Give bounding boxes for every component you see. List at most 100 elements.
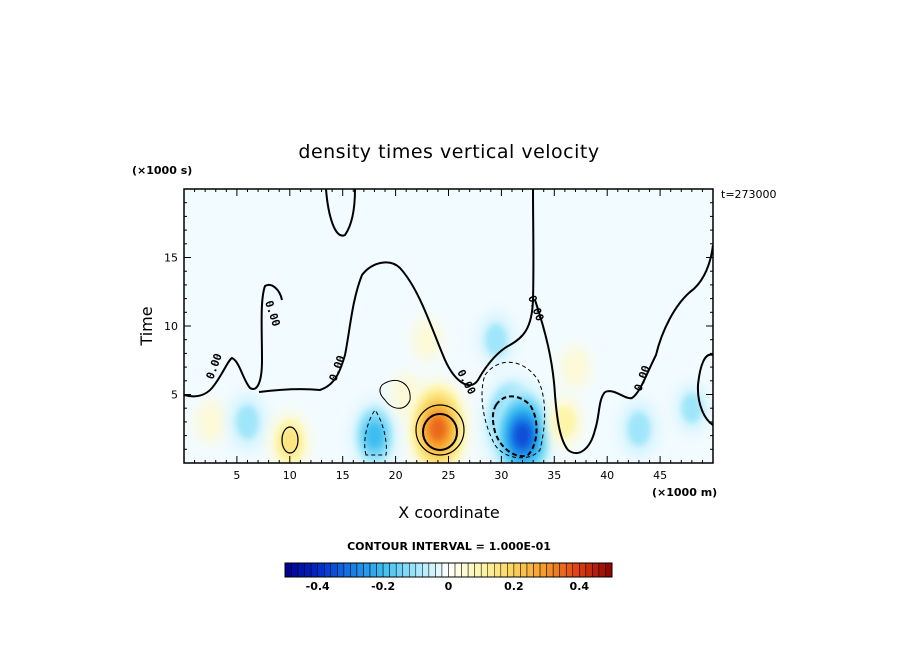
colorbar-cell <box>409 562 417 578</box>
positive-contour-peak-outer <box>415 404 465 456</box>
contour-interval-text: CONTOUR INTERVAL = 1.000E-01 <box>347 540 551 553</box>
heatmap-blob <box>627 412 651 446</box>
zero-contour-top <box>325 189 356 237</box>
colorbar-tick-label: 0.2 <box>504 580 524 593</box>
colorbar-cell <box>284 562 292 578</box>
heatmap-blob <box>681 393 703 424</box>
colorbar-cell <box>494 562 502 578</box>
zero-contour-central <box>258 189 535 393</box>
colorbar-cell <box>572 562 580 578</box>
colorbar-cell <box>422 562 430 578</box>
colorbar-cell <box>356 562 364 578</box>
time-stamp: t=273000 <box>721 188 777 201</box>
negative-contour-outer <box>481 361 546 459</box>
colorbar-cell <box>304 562 312 578</box>
colorbar-cell <box>343 562 351 578</box>
colorbar-cell <box>526 562 534 578</box>
colorbar-cell <box>585 562 593 578</box>
colorbar-cell <box>461 562 469 578</box>
colorbar-cell <box>513 562 521 578</box>
colorbar-cell <box>487 562 495 578</box>
colorbar-cell <box>402 562 410 578</box>
colorbar-tick-label: 0 <box>445 580 453 593</box>
colorbar-cell <box>480 562 488 578</box>
colorbar-cell <box>559 562 567 578</box>
colorbar-cell <box>546 562 554 578</box>
colorbar-cell <box>395 562 403 578</box>
y-unit-label: (×1000 s) <box>132 164 192 177</box>
x-tick-label: 45 <box>653 469 667 482</box>
colorbar-cell <box>507 562 515 578</box>
colorbar-cell <box>579 562 587 578</box>
colorbar-tick-label: -0.2 <box>371 580 395 593</box>
colorbar-cell <box>539 562 547 578</box>
colorbar-cell <box>291 562 299 578</box>
x-tick-label: 35 <box>547 469 561 482</box>
heatmap-blob <box>560 345 591 389</box>
colorbar-cell <box>428 562 436 578</box>
colorbar-cell <box>448 562 456 578</box>
colorbar-cell <box>369 562 377 578</box>
y-tick-label: 5 <box>171 389 178 402</box>
colorbar-tick-label: -0.4 <box>306 580 330 593</box>
colorbar-tick-label: 0.4 <box>570 580 590 593</box>
colorbar-cell <box>520 562 528 578</box>
colorbar-cell <box>565 562 574 578</box>
colorbar-cell <box>323 562 332 578</box>
colorbar-cell <box>533 562 541 578</box>
colorbar-cell <box>330 562 338 578</box>
positive-contour-peak-inner <box>422 413 458 451</box>
colorbar-cell <box>552 562 560 578</box>
x-unit-label: (×1000 m) <box>652 486 717 499</box>
heatmap-blob <box>412 317 443 362</box>
colorbar-cell <box>363 562 371 578</box>
colorbar-cell <box>310 562 318 578</box>
contour-lines <box>184 189 713 459</box>
colorbar-cell <box>297 562 305 578</box>
colorbar-cell <box>454 562 462 578</box>
positive-contour-upper <box>379 380 411 409</box>
zero-contour-left <box>184 284 283 398</box>
heatmap-blob <box>430 417 446 441</box>
y-tick-label: 15 <box>164 252 178 265</box>
colorbar-cell <box>317 562 325 578</box>
colorbar-cell <box>467 562 475 578</box>
colorbar-cell <box>382 562 390 578</box>
positive-contour-small <box>281 426 299 454</box>
x-axis: 5 10 15 20 25 30 35 40 45 <box>183 189 714 482</box>
y-axis: 5 10 15 <box>164 188 713 464</box>
colorbar-cell <box>376 562 384 578</box>
heatmap-blob <box>365 422 384 449</box>
heatmap-blob <box>485 323 507 356</box>
heatmap-blob <box>195 400 226 444</box>
heatmap-blob <box>514 424 531 448</box>
colorbar-cell <box>435 562 443 578</box>
colorbar-cell <box>337 562 345 578</box>
y-tick-label: 10 <box>164 320 178 333</box>
negative-contour-left <box>364 409 387 456</box>
x-tick-label: 25 <box>442 469 456 482</box>
colorbar-cell <box>415 562 423 578</box>
colorbar-cell <box>474 562 482 578</box>
chart-title: density times vertical velocity <box>298 141 599 163</box>
x-tick-label: 20 <box>389 469 403 482</box>
zero-contour-right <box>604 244 713 400</box>
colorbar-frame <box>284 562 613 578</box>
y-axis-title: Time <box>137 306 156 346</box>
colorbar-cell <box>350 562 358 578</box>
colorbar-cell <box>598 562 606 578</box>
zero-contour-right-low <box>696 353 713 426</box>
zero-contour-mid <box>534 299 606 455</box>
negative-contour-inner <box>491 395 538 458</box>
colorbar-cell <box>592 562 600 578</box>
x-tick-label: 5 <box>233 469 240 482</box>
colorbar-cell <box>441 562 449 578</box>
x-tick-label: 10 <box>283 469 297 482</box>
x-axis-title: X coordinate <box>398 503 499 522</box>
colorbar-cell <box>389 562 397 578</box>
heatmap-blob <box>236 405 259 439</box>
colorbar: -0.4 -0.2 0 0.2 0.4 <box>284 562 613 593</box>
x-tick-label: 15 <box>336 469 350 482</box>
x-tick-label: 30 <box>494 469 508 482</box>
